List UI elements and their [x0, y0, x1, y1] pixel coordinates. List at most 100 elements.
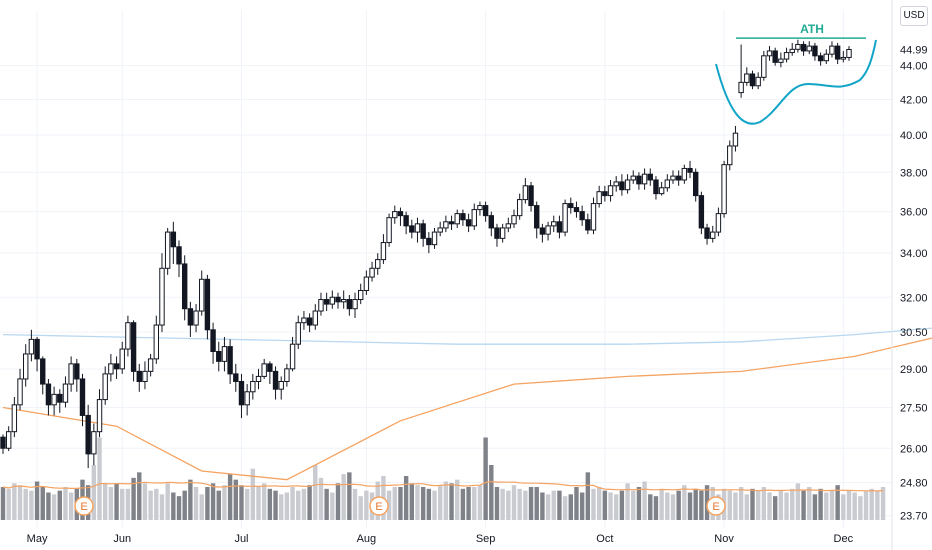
volume-bar [784, 492, 789, 520]
candle-body [17, 378, 23, 406]
candle-body [482, 205, 489, 217]
volume-bar [176, 496, 182, 520]
candle-body [85, 414, 91, 455]
volume-bar [733, 492, 738, 520]
volume-bar [665, 492, 670, 520]
volume-bar [267, 488, 273, 520]
candle-body [568, 203, 574, 209]
candle-body [170, 231, 177, 248]
volume-bar [432, 490, 437, 520]
volume-bar [767, 492, 772, 520]
volume-bar [682, 485, 687, 520]
volume-bar [222, 485, 227, 520]
volume-bar [125, 488, 131, 520]
price-tick-label: 40.00 [900, 130, 928, 142]
candle-body [431, 231, 438, 246]
candle-body [176, 246, 182, 265]
candle-body [505, 223, 512, 229]
volume-bar [841, 494, 846, 520]
volume-bar [466, 487, 471, 520]
price-tick-label: 44.00 [900, 61, 928, 73]
candle-body [23, 353, 29, 380]
candle-body [846, 48, 852, 58]
candle-body [227, 346, 233, 375]
volume-bar [301, 488, 307, 520]
candle-body [477, 205, 483, 211]
candle-body [352, 299, 358, 310]
candle-body [0, 436, 6, 449]
candle-body [522, 185, 529, 201]
volume-bar [676, 490, 681, 520]
volume-bar [443, 481, 449, 520]
candle-body [471, 209, 477, 227]
time-axis[interactable]: May Jun Jul Aug Sep Oct Nov Dec [27, 533, 854, 545]
candle-body [545, 225, 551, 235]
candle-body [437, 227, 443, 233]
candle-body [579, 211, 585, 221]
candle-body [658, 187, 665, 195]
volume-bar [46, 492, 51, 520]
candle-body [778, 58, 784, 63]
volume-bar [137, 472, 142, 520]
volume-bar [807, 487, 812, 520]
price-axis[interactable]: 23.70 24.80 26.00 27.50 29.00 30.50 32.00 34.00… [893, 41, 931, 523]
candle-body [221, 346, 228, 362]
candle-body [68, 363, 74, 385]
volume-bar [477, 485, 483, 520]
candle-body [301, 317, 307, 324]
volume-bar [699, 490, 704, 520]
volume-bar [142, 483, 148, 520]
volume-bar [483, 437, 488, 520]
candle-body [647, 173, 653, 181]
volume-bar [0, 487, 6, 520]
candle-body [528, 185, 534, 207]
volume-bar [182, 490, 187, 520]
candle-body [596, 191, 602, 205]
grid-lines [0, 10, 892, 528]
volume-bar [398, 487, 403, 520]
volume-bar [750, 488, 755, 520]
candle-body [409, 225, 415, 233]
volume-bar [63, 487, 68, 520]
candle-body [738, 81, 744, 94]
volume-bar [557, 490, 562, 520]
cup-handle-curve [715, 39, 877, 125]
candle-body [443, 221, 449, 229]
volume-bar [114, 483, 119, 520]
volume-bar [585, 472, 591, 520]
candle-body [375, 259, 381, 269]
volume-bar [358, 496, 363, 520]
volume-bar [755, 490, 761, 520]
candle-body [255, 375, 262, 382]
volume-bar [795, 483, 801, 520]
candle-body [108, 363, 114, 375]
candle-body [806, 45, 812, 52]
volume-bar [545, 494, 551, 520]
candle-body [812, 45, 818, 57]
candle-body [142, 370, 148, 382]
volume-bar [880, 487, 886, 520]
volume-bar [619, 490, 625, 520]
currency-label[interactable]: USD [900, 6, 928, 26]
volume-bar [801, 490, 806, 520]
volume-bar [778, 490, 784, 520]
candle-body [187, 308, 194, 326]
candle-body [494, 227, 500, 239]
candle-body [57, 393, 63, 403]
volume-bar [551, 490, 556, 520]
candle-body [34, 338, 40, 360]
volume-bar [818, 488, 823, 520]
time-tick-label: Jun [113, 533, 131, 545]
candle-body [125, 322, 131, 350]
volume-bar [392, 487, 397, 520]
candle-body [272, 370, 279, 390]
volume-bar [579, 492, 585, 520]
volume-bar [51, 494, 57, 520]
ath-label: ATH [800, 22, 824, 36]
volume-bar [812, 494, 818, 520]
time-tick-label: Aug [357, 533, 377, 545]
candle-body [698, 195, 705, 229]
candle-body [766, 50, 773, 57]
volume-bar [852, 492, 857, 520]
